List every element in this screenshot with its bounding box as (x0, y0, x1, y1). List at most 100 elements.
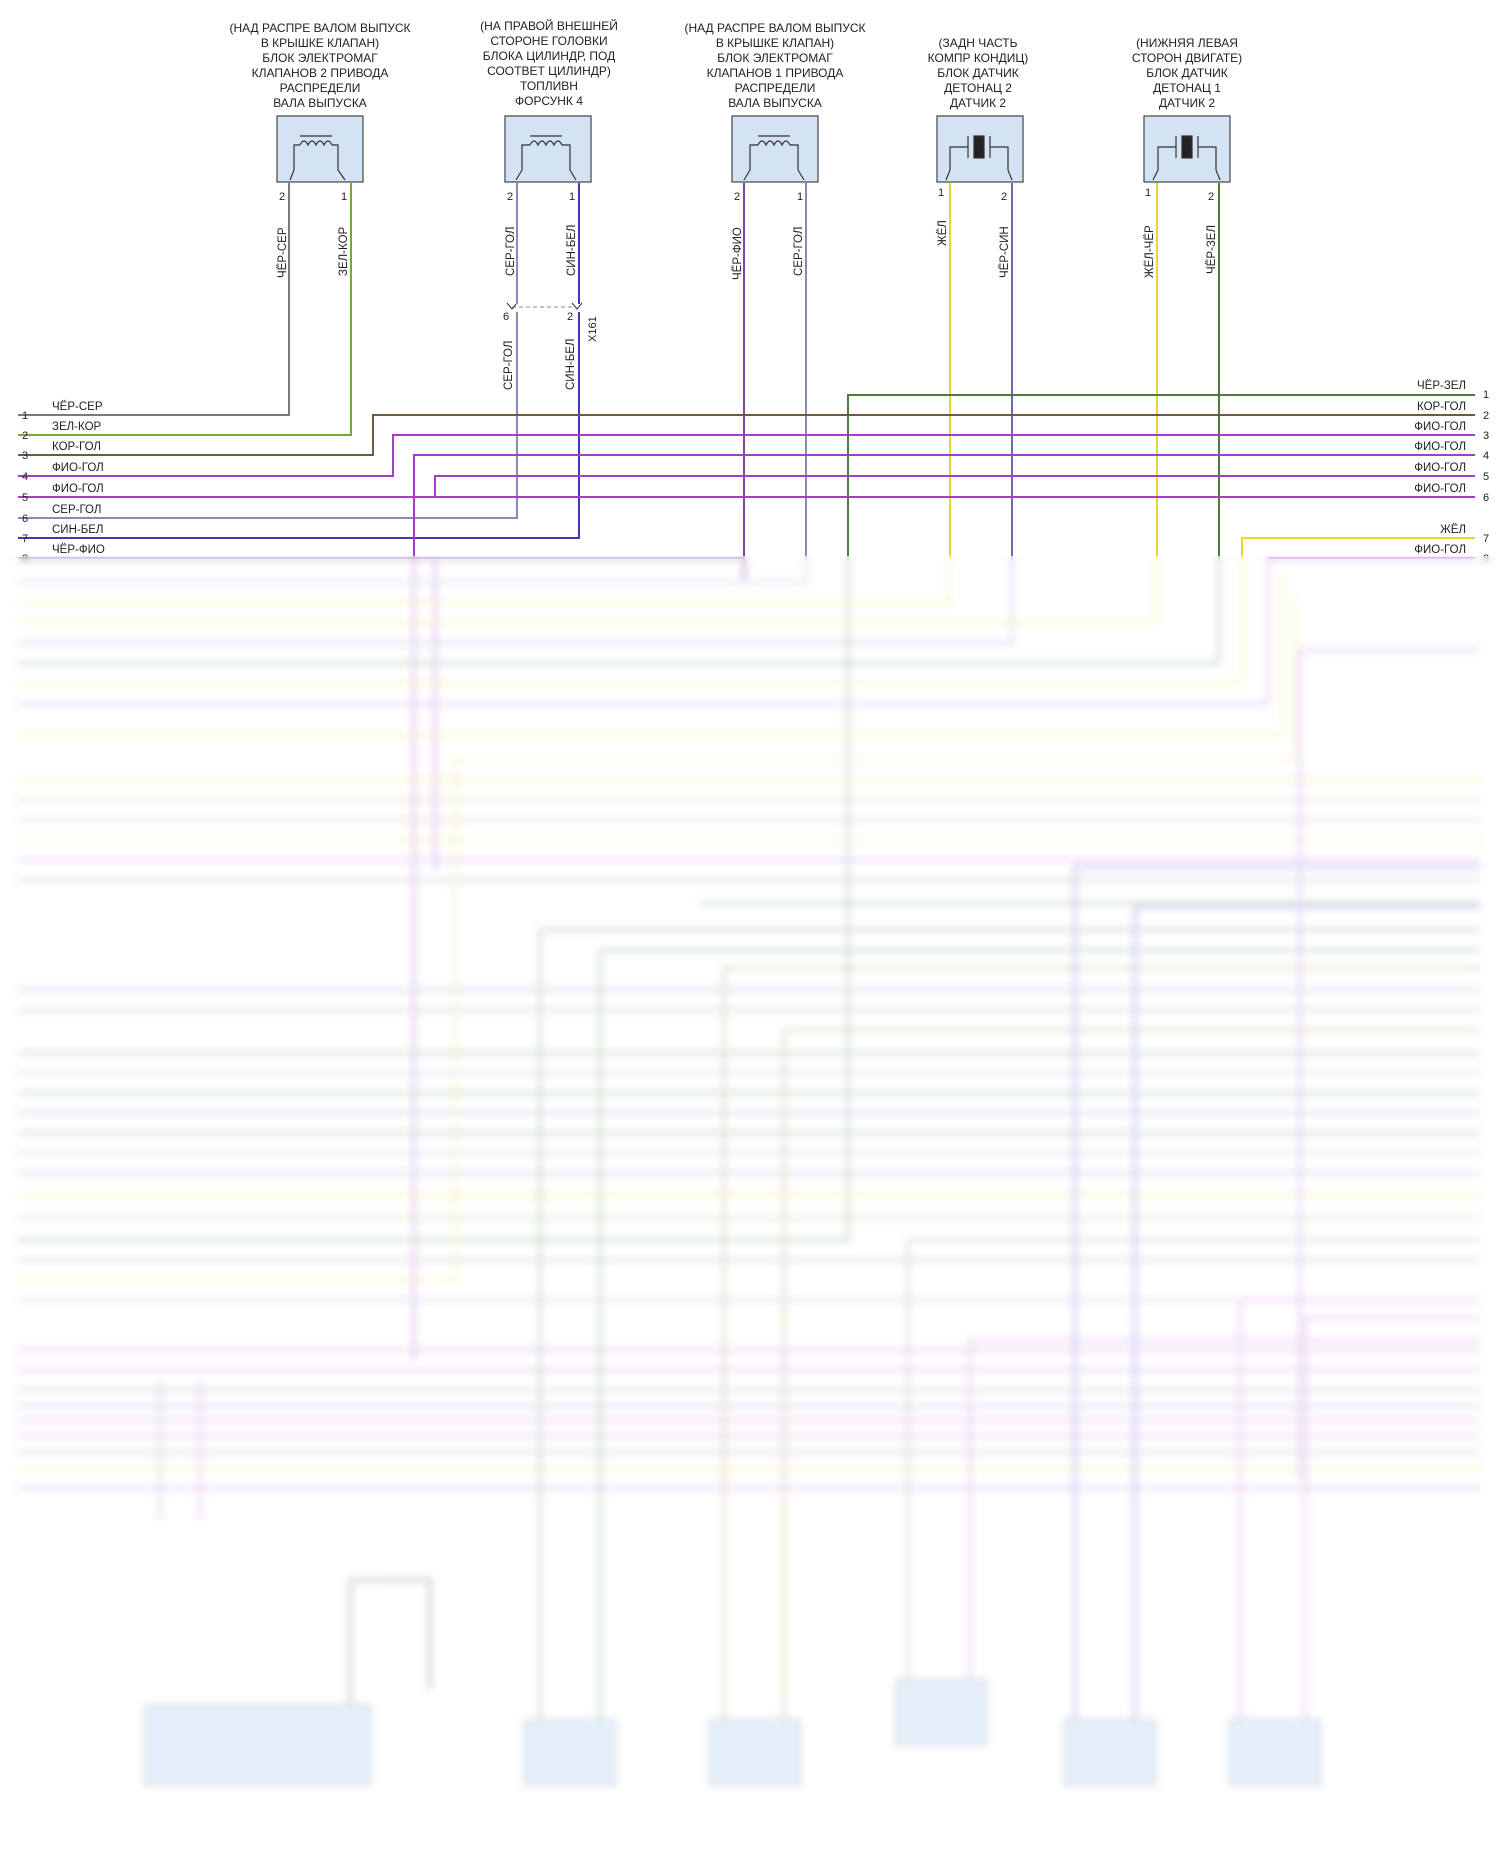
component-label-c3: (НАД РАСПРЕ ВАЛОМ ВЫПУСК В КРЫШКЕ КЛАПАН… (684, 21, 865, 110)
left-row-labels: 1 ЧЁР-СЕР 2 ЗЕЛ-КОР 3 КОР-ГОЛ 4 ФИО-ГОЛ … (22, 401, 105, 565)
coil-icon (743, 135, 805, 181)
right-row-num: 2 (1483, 410, 1489, 422)
wire-chr-ser (18, 183, 290, 416)
right-row-num: 5 (1483, 471, 1489, 483)
component-c2-line-5: ФОРСУНК 4 (515, 94, 583, 108)
wire-sin-bel-2 (18, 312, 580, 539)
blurred-overlay (0, 556, 1500, 1861)
left-row-label: ФИО-ГОЛ (52, 462, 104, 474)
component-box-c2 (504, 115, 592, 183)
left-row-label: ФИО-ГОЛ (52, 483, 104, 495)
wire-row-7 (1241, 537, 1475, 560)
wire-label-c2-a: СЕР-ГОЛ (505, 227, 517, 276)
component-c4-line-1: КОМПР КОНДИЦ) (928, 51, 1029, 65)
right-row-num: 4 (1483, 450, 1489, 462)
component-c3-line-0: (НАД РАСПРЕ ВАЛОМ ВЫПУСК (684, 21, 865, 35)
right-row-label: ЖЁЛ (1440, 524, 1466, 536)
pin-c2-b: 1 (569, 191, 575, 203)
right-row-label: ФИО-ГОЛ (1414, 421, 1466, 433)
wire-label-c5-b: ЧЁР-ЗЕЛ (1206, 225, 1218, 274)
right-row-label: ФИО-ГОЛ (1414, 441, 1466, 453)
wire-row-right-1 (847, 394, 1475, 560)
component-c5-line-4: ДАТЧИК 2 (1159, 96, 1215, 110)
component-label-c5: (НИЖНЯЯ ЛЕВАЯ СТОРОН ДВИГАТЕ) БЛОК ДАТЧИ… (1132, 36, 1242, 110)
pin-c1-b: 1 (341, 191, 347, 203)
component-box-c4 (936, 115, 1024, 183)
component-c2-line-1: СТОРОНЕ ГОЛОВКИ (490, 34, 607, 48)
left-row-label: СИН-БЕЛ (52, 524, 103, 536)
pin-c3-b: 1 (797, 191, 803, 203)
knock-sensor-icon (1152, 135, 1221, 181)
coil-icon (515, 135, 577, 181)
left-row-label: КОР-ГОЛ (52, 441, 101, 453)
left-row-num: 4 (22, 471, 28, 483)
pin-c4-a: 1 (938, 187, 944, 199)
component-c1-line-1: В КРЫШКЕ КЛАПАН) (261, 36, 379, 50)
wire-label-c3-a: ЧЁР-ФИО (732, 227, 744, 280)
wire-label-c3-b: СЕР-ГОЛ (793, 227, 805, 276)
right-row-label: ФИО-ГОЛ (1414, 483, 1466, 495)
left-row-num: 1 (22, 410, 28, 422)
left-row-num: 2 (22, 430, 28, 442)
component-c4-line-0: (ЗАДН ЧАСТЬ (939, 36, 1018, 50)
wire-row-2 (18, 414, 1475, 456)
right-row-label: ФИО-ГОЛ (1414, 544, 1466, 556)
wire-row-5 (18, 475, 1475, 498)
right-row-labels: 1 ЧЁР-ЗЕЛ 2 КОР-ГОЛ 3 ФИО-ГОЛ 4 ФИО-ГОЛ … (1414, 380, 1489, 565)
connector-x161: 6 2 X161 СЕР-ГОЛ СИН-БЕЛ (503, 302, 599, 390)
x161-name: X161 (587, 316, 599, 342)
knock-sensor-icon (945, 135, 1013, 181)
component-c3-line-3: КЛАПАНОВ 1 ПРИВОДА (707, 66, 844, 80)
pin-c5-b: 2 (1208, 191, 1214, 203)
component-c2-line-0: (НА ПРАВОЙ ВНЕШНЕЙ (480, 18, 618, 33)
component-c3-line-4: РАСПРЕДЕЛИ (735, 81, 816, 95)
component-c1-line-2: БЛОК ЭЛЕКТРОМАГ (262, 51, 378, 65)
component-label-c1: (НАД РАСПРЕ ВАЛОМ ВЫПУСК В КРЫШКЕ КЛАПАН… (229, 21, 410, 110)
left-row-label: ЗЕЛ-КОР (52, 421, 102, 433)
component-c3-line-1: В КРЫШКЕ КЛАПАН) (716, 36, 834, 50)
right-row-num: 1 (1483, 389, 1489, 401)
pin-c1-a: 2 (279, 191, 285, 203)
left-row-num: 7 (22, 533, 28, 545)
left-row-label: СЕР-ГОЛ (52, 504, 101, 516)
x161-pin-a: 6 (503, 311, 509, 323)
left-row-label: ЧЁР-СЕР (52, 401, 103, 413)
x161-wire-b: СИН-БЕЛ (565, 339, 577, 390)
wire-row-4 (413, 454, 1475, 560)
component-c2-line-3: СООТВЕТ ЦИЛИНДР) (487, 64, 611, 78)
x161-pin-b: 2 (567, 311, 573, 323)
wire-label-c1-a: ЧЁР-СЕР (277, 227, 289, 278)
component-c1-line-5: ВАЛА ВЫПУСКА (273, 96, 367, 110)
left-row-label: ЧЁР-ФИО (52, 544, 105, 556)
right-row-num: 6 (1483, 492, 1489, 504)
component-c4-line-3: ДЕТОНАЦ 2 (944, 81, 1012, 95)
component-c1-line-4: РАСПРЕДЕЛИ (280, 81, 361, 95)
wire-label-c4-b: ЧЁР-СИН (999, 226, 1011, 278)
component-box-c5 (1143, 115, 1231, 183)
component-c3-line-2: БЛОК ЭЛЕКТРОМАГ (717, 51, 833, 65)
pin-c5-a: 1 (1145, 187, 1151, 199)
wire-label-c4-a: ЖЁЛ (937, 220, 949, 246)
component-box-c3 (731, 115, 819, 183)
component-c2-line-4: ТОПЛИВН (520, 79, 578, 93)
right-row-label: ЧЁР-ЗЕЛ (1417, 380, 1466, 392)
component-c5-line-3: ДЕТОНАЦ 1 (1153, 81, 1221, 95)
component-box-c1 (276, 115, 364, 183)
component-label-c2: (НА ПРАВОЙ ВНЕШНЕЙ СТОРОНЕ ГОЛОВКИ БЛОКА… (480, 18, 618, 108)
wire-label-c2-b: СИН-БЕЛ (566, 225, 578, 276)
component-c4-line-4: ДАТЧИК 2 (950, 96, 1006, 110)
left-row-num: 3 (22, 450, 28, 462)
right-row-num: 3 (1483, 430, 1489, 442)
component-c5-line-1: СТОРОН ДВИГАТЕ) (1132, 51, 1242, 65)
pin-c2-a: 2 (507, 191, 513, 203)
right-row-label: КОР-ГОЛ (1417, 401, 1466, 413)
right-row-label: ФИО-ГОЛ (1414, 462, 1466, 474)
component-label-c4: (ЗАДН ЧАСТЬ КОМПР КОНДИЦ) БЛОК ДАТЧИК ДЕ… (928, 36, 1029, 110)
right-row-num: 7 (1483, 533, 1489, 545)
component-c1-line-0: (НАД РАСПРЕ ВАЛОМ ВЫПУСК (229, 21, 410, 35)
component-c4-line-2: БЛОК ДАТЧИК (937, 66, 1019, 80)
wire-label-c5-a: ЖЁЛ-ЧЁР (1144, 225, 1156, 278)
pin-c4-b: 2 (1001, 191, 1007, 203)
left-row-num: 6 (22, 513, 28, 525)
coil-icon (289, 135, 346, 181)
